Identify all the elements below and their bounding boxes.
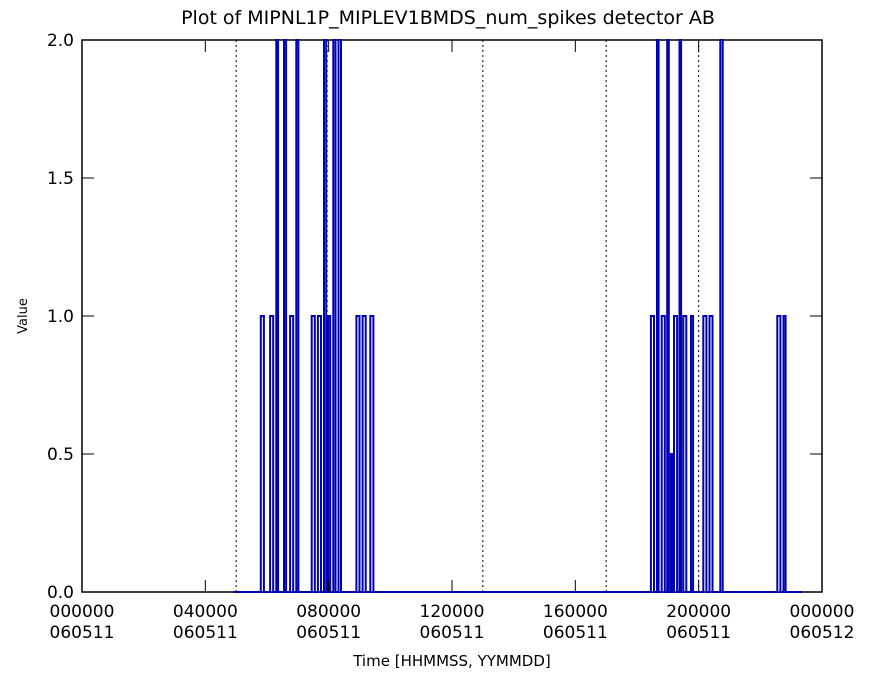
- x-tick-label-date-2: 060511: [296, 623, 361, 643]
- x-tick-label-date-6: 060512: [790, 623, 855, 643]
- y-tick-label-1: 0.5: [47, 445, 74, 465]
- x-tick-label-time-1: 040000: [173, 602, 238, 622]
- series-line-0: [233, 39, 802, 593]
- x-tick-label-date-4: 060511: [543, 623, 608, 643]
- y-tick-label-4: 2.0: [47, 31, 74, 51]
- x-tick-label-time-2: 080000: [296, 602, 361, 622]
- x-tick-label-time-6: 000000: [790, 602, 855, 622]
- series-layer: [233, 39, 802, 593]
- reference-lines: [235, 40, 700, 592]
- axis-ticks: 0.00.51.01.52.00000000605110400000605110…: [47, 31, 855, 643]
- x-tick-label-time-0: 000000: [50, 602, 115, 622]
- x-tick-label-date-5: 060511: [666, 623, 731, 643]
- y-axis-label: Value: [16, 298, 31, 334]
- x-tick-label-time-3: 120000: [420, 602, 485, 622]
- y-tick-label-0: 0.0: [47, 583, 74, 603]
- x-tick-label-time-4: 160000: [543, 602, 608, 622]
- chart-title: Plot of MIPNL1P_MIPLEV1BMDS_num_spikes d…: [181, 7, 715, 29]
- x-tick-label-time-5: 200000: [666, 602, 731, 622]
- x-axis-label: Time [HHMMSS, YYMMDD]: [352, 652, 551, 670]
- y-tick-label-3: 1.5: [47, 169, 74, 189]
- x-tick-label-date-3: 060511: [420, 623, 485, 643]
- x-tick-label-date-0: 060511: [50, 623, 115, 643]
- y-tick-label-2: 1.0: [47, 307, 74, 327]
- x-tick-label-date-1: 060511: [173, 623, 238, 643]
